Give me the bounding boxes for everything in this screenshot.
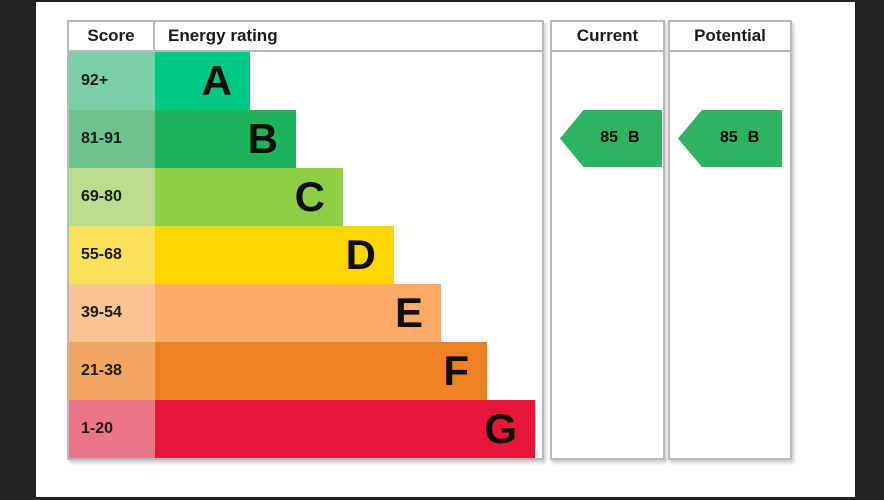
score-range-label: 55-68	[69, 226, 155, 284]
current-column-header: Current	[552, 22, 663, 52]
rating-bar: D	[155, 226, 394, 284]
score-range-label: 1-20	[69, 400, 155, 458]
score-range-label: 21-38	[69, 342, 155, 400]
rating-bar: C	[155, 168, 343, 226]
current-rating-arrow-icon: 85 B	[560, 110, 662, 167]
rating-bar: G	[155, 400, 535, 458]
score-column-header: Score	[69, 22, 155, 50]
score-range-label: 81-91	[69, 110, 155, 168]
current-rating-letter: B	[627, 129, 640, 147]
rating-bar: A	[155, 52, 250, 110]
band-row: 92+ A	[69, 52, 542, 110]
epc-chart-panel: Score Energy rating 92+ A 81-91 B 69-80 …	[36, 2, 855, 497]
rating-bar: E	[155, 284, 441, 342]
score-range-label: 69-80	[69, 168, 155, 226]
current-column-body: 85 B	[552, 52, 663, 458]
energy-rating-column-header: Energy rating	[168, 26, 278, 45]
band-row: 21-38 F	[69, 342, 542, 400]
band-row: 81-91 B	[69, 110, 542, 168]
band-row: 69-80 C	[69, 168, 542, 226]
rating-table: Score Energy rating 92+ A 81-91 B 69-80 …	[67, 20, 544, 460]
score-range-label: 39-54	[69, 284, 155, 342]
band-row: 1-20 G	[69, 400, 542, 458]
rating-table-header: Score Energy rating	[69, 22, 542, 52]
potential-column-header: Potential	[670, 22, 790, 52]
potential-rating-column: Potential 85 B	[668, 20, 792, 460]
current-rating-column: Current 85 B	[550, 20, 665, 460]
potential-rating-arrow-icon: 85 B	[678, 110, 782, 167]
rating-bar: F	[155, 342, 487, 400]
rating-bar: B	[155, 110, 296, 168]
potential-rating-letter: B	[747, 129, 760, 147]
potential-score-value: 85	[719, 129, 738, 147]
rating-band-rows: 92+ A 81-91 B 69-80 C 55-68 D 39-54 E 21…	[69, 52, 542, 458]
score-range-label: 92+	[69, 52, 155, 110]
potential-column-body: 85 B	[670, 52, 790, 458]
current-score-value: 85	[600, 129, 618, 147]
band-row: 55-68 D	[69, 226, 542, 284]
band-row: 39-54 E	[69, 284, 542, 342]
